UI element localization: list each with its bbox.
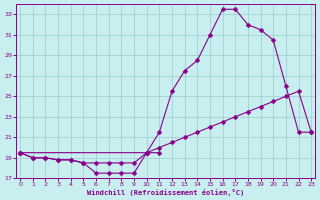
- X-axis label: Windchill (Refroidissement éolien,°C): Windchill (Refroidissement éolien,°C): [87, 189, 244, 196]
